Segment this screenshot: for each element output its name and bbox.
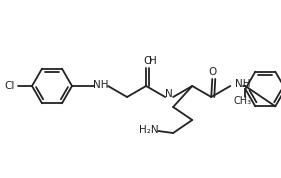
Text: O: O bbox=[208, 67, 216, 77]
Text: H₂N: H₂N bbox=[139, 125, 159, 135]
Text: NH: NH bbox=[235, 79, 251, 89]
Text: H: H bbox=[149, 56, 157, 66]
Text: Cl: Cl bbox=[5, 81, 15, 91]
Text: N: N bbox=[165, 89, 173, 99]
Text: CH₃: CH₃ bbox=[233, 96, 251, 106]
Text: O: O bbox=[143, 56, 151, 66]
Text: NH: NH bbox=[93, 80, 109, 90]
